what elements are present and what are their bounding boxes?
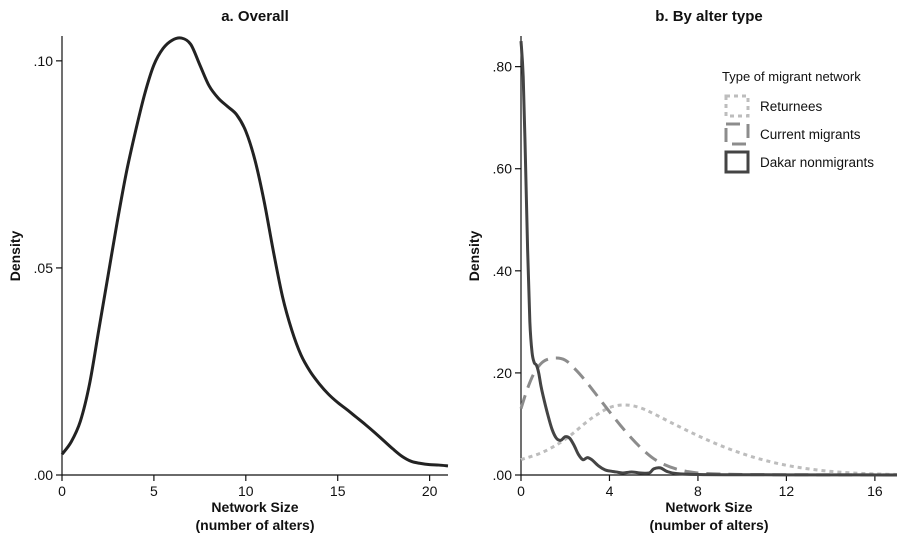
x-tick-label: 4 <box>606 483 614 499</box>
legend-swatch <box>724 122 750 146</box>
panel-a: a. Overall 0 5 10 15 20 .00 .05 .10 Network Si… <box>7 8 449 533</box>
panel-b-x-ticks: 0 4 8 12 16 <box>517 475 883 499</box>
x-tick-label: 0 <box>517 483 525 499</box>
y-tick-label: .10 <box>34 53 54 69</box>
panel-b: b. By alter type 0 4 8 12 16 .00 .20 .40 .60 .80… <box>466 8 898 533</box>
y-tick-label: .60 <box>493 161 513 177</box>
y-tick-label: .80 <box>493 59 513 75</box>
x-tick-label: 16 <box>867 483 883 499</box>
x-tick-label: 10 <box>238 483 254 499</box>
legend-items: Returnees Current migrants Dakar nonmigran… <box>724 94 874 174</box>
panel-a-series <box>60 36 449 468</box>
legend-item: Current migrants <box>724 122 861 146</box>
panel-a-x-axis-title-line2: (number of alters) <box>195 517 314 533</box>
x-tick-label: 15 <box>330 483 346 499</box>
panel-b-x-axis-title: Network Size <box>665 499 752 515</box>
panel-a-y-ticks: .00 .05 .10 <box>34 53 62 483</box>
y-tick-label: .05 <box>34 260 54 276</box>
y-tick-label: .20 <box>493 365 513 381</box>
x-tick-label: 20 <box>422 483 438 499</box>
series-line-overall-0 <box>60 36 449 468</box>
y-tick-label: .00 <box>34 467 54 483</box>
y-tick-label: .00 <box>493 467 513 483</box>
panel-a-y-axis-title: Density <box>7 231 23 282</box>
panel-b-title: b. By alter type <box>655 8 763 25</box>
panel-a-x-axis-title: Network Size <box>211 499 298 515</box>
panel-b-legend: Type of migrant network Returnees Current… <box>722 69 874 174</box>
x-tick-label: 8 <box>694 483 702 499</box>
series-line-dakar-nonmigrants <box>519 41 898 477</box>
series-line-current-migrants <box>519 356 898 477</box>
series-line-returnees <box>520 403 898 476</box>
legend-item: Dakar nonmigrants <box>724 150 874 174</box>
panel-a-title: a. Overall <box>221 8 289 25</box>
x-tick-label: 12 <box>779 483 795 499</box>
y-tick-label: .40 <box>493 263 513 279</box>
legend-swatch <box>724 150 750 174</box>
panel-a-plot <box>61 36 448 476</box>
legend-swatch <box>724 94 750 118</box>
legend-item: Returnees <box>724 94 823 118</box>
x-tick-label: 0 <box>58 483 66 499</box>
panel-b-x-axis-title-line2: (number of alters) <box>649 517 768 533</box>
legend-label: Dakar nonmigrants <box>760 155 874 170</box>
x-tick-label: 5 <box>150 483 158 499</box>
panel-a-x-ticks: 0 5 10 15 20 <box>58 475 438 499</box>
panel-b-plot <box>520 36 897 476</box>
legend-label: Current migrants <box>760 127 861 142</box>
legend-title: Type of migrant network <box>722 69 861 84</box>
legend-label: Returnees <box>760 99 823 114</box>
panel-b-y-ticks: .00 .20 .40 .60 .80 <box>493 59 521 483</box>
panel-b-series <box>519 41 898 477</box>
panel-b-y-axis-title: Density <box>466 231 482 282</box>
